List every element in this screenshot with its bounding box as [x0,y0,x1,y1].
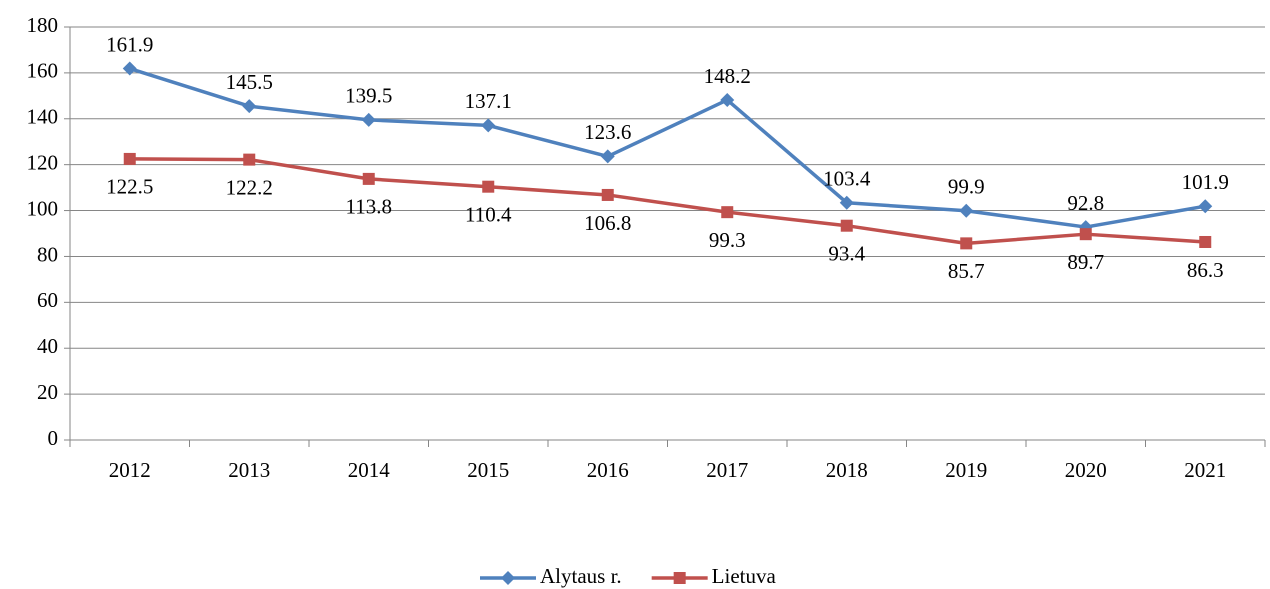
y-tick-label: 160 [27,59,59,83]
point [1198,199,1213,214]
data-label: 85.7 [948,259,985,283]
x-tick-label: 2013 [228,458,270,482]
data-label: 99.9 [948,175,985,199]
point [1079,228,1092,241]
legend-marker [501,571,515,585]
x-tick-label: 2012 [109,458,151,482]
point [243,153,256,166]
point [721,206,734,219]
x-tick-label: 2018 [826,458,868,482]
data-label: 86.3 [1187,258,1224,282]
point [361,112,376,127]
data-label: 89.7 [1067,250,1104,274]
x-tick-label: 2017 [706,458,748,482]
data-label: 92.8 [1067,191,1104,215]
data-label: 148.2 [704,64,751,88]
legend-label: Alytaus r. [540,564,622,588]
data-label: 122.5 [106,175,153,199]
y-tick-label: 60 [37,288,58,312]
data-label: 122.2 [226,175,273,199]
point [362,172,375,185]
x-tick-label: 2021 [1184,458,1226,482]
point [123,152,136,165]
data-label: 139.5 [345,84,392,108]
legend-marker [673,572,686,584]
y-tick-label: 180 [27,13,59,37]
data-label: 103.4 [823,167,871,191]
point [720,92,735,107]
point [481,118,496,133]
y-tick-label: 20 [37,380,58,404]
y-tick-label: 80 [37,242,58,266]
y-tick-label: 120 [27,150,59,174]
data-label: 161.9 [106,32,153,56]
data-label: 101.9 [1182,170,1229,194]
point [601,188,614,201]
data-label: 123.6 [584,120,631,144]
series-line [129,157,1206,246]
point [840,219,853,232]
y-tick-label: 140 [27,105,59,129]
data-label: 113.8 [346,195,392,219]
x-tick-label: 2020 [1065,458,1107,482]
point [960,237,973,250]
point [122,61,137,76]
point [482,180,495,193]
data-label: 145.5 [226,70,273,94]
data-label: 110.4 [465,203,512,227]
legend-label: Lietuva [712,564,777,588]
data-label: 93.4 [828,242,865,266]
point [1199,235,1212,248]
y-tick-label: 0 [48,426,59,450]
point [959,203,974,218]
point [242,99,257,114]
data-label: 137.1 [465,89,512,113]
point [839,195,854,210]
data-label: 106.8 [584,211,631,235]
series-line [129,66,1206,229]
x-tick-label: 2016 [587,458,629,482]
point [600,149,615,164]
y-tick-label: 40 [37,334,58,358]
data-label: 99.3 [709,228,746,252]
x-tick-label: 2014 [348,458,391,482]
x-tick-label: 2019 [945,458,987,482]
y-tick-label: 100 [27,196,59,220]
x-tick-label: 2015 [467,458,509,482]
